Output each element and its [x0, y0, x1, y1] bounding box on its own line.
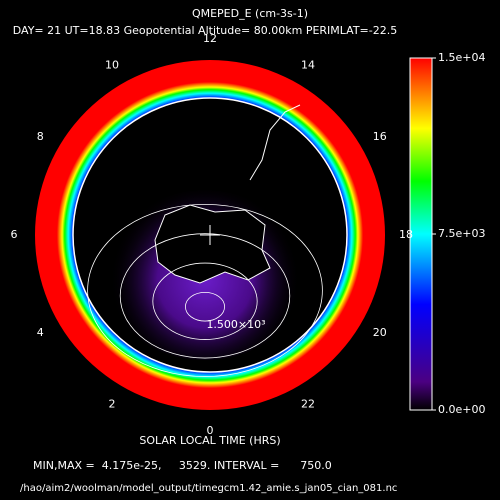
chart-subtitle: DAY= 21 UT=18.83 Geopotential Altitude= …	[13, 24, 397, 37]
contour-line	[119, 233, 291, 359]
angle-tick-label: 6	[11, 228, 18, 241]
angle-tick-label: 4	[37, 326, 44, 339]
contour-line	[152, 262, 258, 340]
angle-tick-label: 22	[301, 398, 315, 411]
angle-tick-label: 18	[399, 228, 413, 241]
x-axis-label: SOLAR LOCAL TIME (HRS)	[139, 434, 280, 447]
angle-tick-label: 14	[301, 58, 315, 71]
angle-tick-label: 20	[373, 326, 387, 339]
stats-text: MIN,MAX = 4.175e-25, 3529. INTERVAL = 75…	[33, 459, 332, 472]
coastline	[249, 104, 301, 181]
continent-outline	[154, 204, 271, 284]
colorbar-tick-label: 0.0e+00	[438, 403, 485, 416]
angle-tick-label: 0	[207, 424, 214, 437]
chart-title: QMEPED_E (cm-3s-1)	[192, 7, 308, 20]
angle-tick-label: 10	[105, 58, 119, 71]
contours	[87, 203, 323, 377]
angle-tick-label: 2	[109, 398, 116, 411]
angle-tick-label: 16	[373, 130, 387, 143]
colorbar-tick-label: 1.5e+04	[438, 51, 485, 64]
colorbar	[409, 57, 433, 411]
colorbar-tick-label: 7.5e+03	[438, 227, 485, 240]
contour-line	[185, 291, 225, 322]
contour-label: 1.500×10³	[206, 318, 265, 331]
angle-tick-label: 12	[203, 32, 217, 45]
angle-tick-label: 8	[37, 130, 44, 143]
contour-line	[87, 203, 323, 377]
file-path: /hao/aim2/woolman/model_output/timegcm1.…	[20, 483, 397, 494]
